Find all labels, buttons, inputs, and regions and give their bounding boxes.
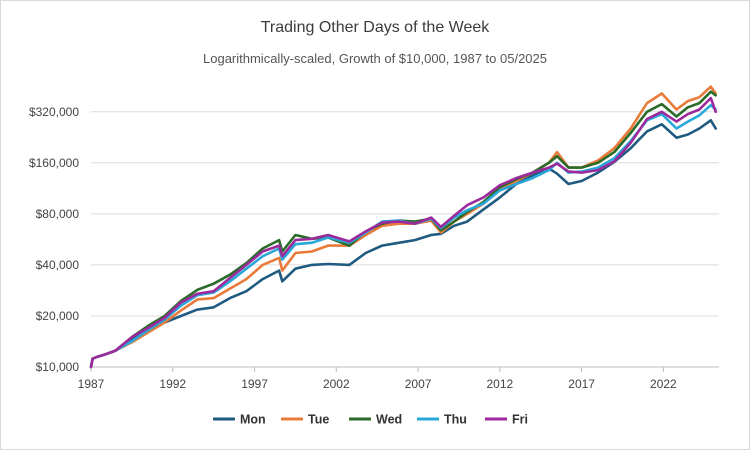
y-tick-label: $320,000 [29,105,79,119]
series-line-wed [89,90,718,369]
gridlines [91,111,719,317]
x-tick-label: 2022 [650,377,677,391]
x-tick-label: 2017 [568,377,595,391]
legend-label-mon: Mon [240,413,266,427]
series-lines [89,85,718,369]
series-line-mon [89,119,718,369]
legend: Mon Tue Wed Thu Fri [213,413,528,427]
y-tick-label: $40,000 [36,258,80,272]
series-line-tue [89,85,718,369]
x-tick-label: 2012 [487,377,514,391]
x-tick-label: 1992 [159,377,186,391]
axes: $10,000 $20,000 $40,000 $80,000 $160,000 $320… [29,105,719,391]
y-tick-label: $10,000 [36,360,80,374]
legend-label-wed: Wed [376,413,402,427]
series-line-fri [89,96,718,369]
x-tick-label: 2002 [323,377,350,391]
legend-label-fri: Fri [512,413,528,427]
chart-title: Trading Other Days of the Week [260,19,490,36]
chart-subtitle: Logarithmically-scaled, Growth of $10,00… [203,51,547,66]
y-tick-label: $160,000 [29,156,79,170]
legend-label-thu: Thu [444,413,467,427]
x-tick-label: 1997 [241,377,268,391]
legend-label-tue: Tue [308,413,329,427]
x-tick-label: 1987 [78,377,105,391]
y-tick-label: $80,000 [36,207,80,221]
x-tick-label: 2007 [405,377,432,391]
y-tick-label: $20,000 [36,309,80,323]
